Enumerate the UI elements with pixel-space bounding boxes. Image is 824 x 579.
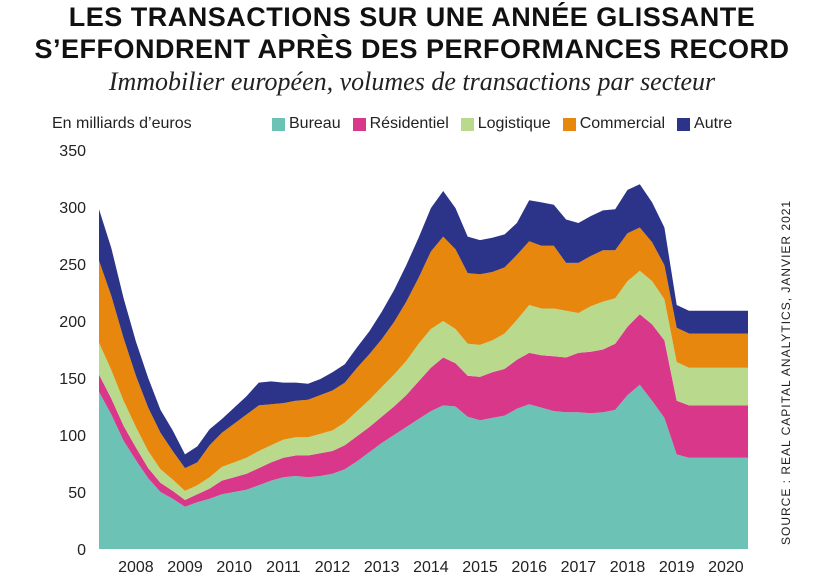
legend-label-residentiel: Résidentiel bbox=[369, 115, 449, 132]
legend-swatch-residentiel bbox=[352, 117, 366, 131]
legend-item-autre: Autre bbox=[677, 115, 732, 133]
legend-label-autre: Autre bbox=[694, 115, 733, 132]
legend-swatch-commercial bbox=[562, 117, 576, 131]
x-tick-label: 2008 bbox=[118, 559, 154, 576]
chart-subtitle: Immobilier européen, volumes de transact… bbox=[108, 67, 716, 96]
legend-item-residentiel: Résidentiel bbox=[352, 115, 449, 133]
x-tick-label: 2009 bbox=[167, 559, 203, 576]
x-tick-label: 2015 bbox=[462, 559, 498, 576]
y-axis-ticks: 0 50 100 150 200 250 300 350 bbox=[59, 143, 86, 559]
y-tick-label: 0 bbox=[77, 542, 86, 559]
x-tick-label: 2012 bbox=[315, 559, 351, 576]
y-axis-unit-label: En milliards d’euros bbox=[52, 115, 192, 132]
y-tick-label: 50 bbox=[68, 485, 86, 502]
legend-label-bureau: Bureau bbox=[289, 115, 341, 132]
legend-item-bureau: Bureau bbox=[272, 115, 341, 133]
x-tick-label: 2017 bbox=[561, 559, 597, 576]
legend-swatch-logistique bbox=[460, 117, 474, 131]
legend-swatch-bureau bbox=[272, 117, 285, 131]
x-tick-label: 2020 bbox=[708, 559, 744, 576]
x-tick-label: 2013 bbox=[364, 559, 400, 576]
x-tick-label: 2016 bbox=[511, 559, 547, 576]
legend-label-commercial: Commercial bbox=[579, 115, 666, 132]
title-line-2: S’EFFONDRENT APRÈS DES PERFORMANCES RECO… bbox=[34, 34, 790, 64]
x-axis-ticks: 2008 2009 2010 2011 2012 2013 2014 2015 2016 2017… bbox=[118, 559, 744, 576]
area-series-commercial bbox=[99, 227, 748, 491]
area-series-logistique bbox=[99, 270, 748, 500]
y-tick-label: 350 bbox=[59, 143, 86, 160]
x-tick-label: 2011 bbox=[266, 559, 301, 576]
y-tick-label: 200 bbox=[59, 314, 86, 331]
area-layers bbox=[99, 184, 748, 549]
legend-item-logistique: Logistique bbox=[460, 115, 551, 133]
area-series-residentiel bbox=[99, 314, 748, 507]
area-series-autre bbox=[99, 184, 748, 469]
y-tick-label: 250 bbox=[59, 257, 86, 274]
y-tick-label: 300 bbox=[59, 200, 86, 217]
area-series-bureau bbox=[99, 384, 748, 549]
x-tick-label: 2019 bbox=[659, 559, 695, 576]
title-line-1: LES TRANSACTIONS SUR UNE ANNÉE GLISSANTE bbox=[68, 2, 756, 32]
source-note: SOURCE : REAL CAPITAL ANALYTICS, JANVIER… bbox=[779, 199, 793, 545]
y-tick-label: 100 bbox=[59, 428, 86, 445]
legend-label-logistique: Logistique bbox=[477, 115, 551, 132]
x-tick-label: 2018 bbox=[610, 559, 646, 576]
x-tick-label: 2010 bbox=[216, 559, 252, 576]
legend-swatch-autre bbox=[677, 117, 691, 131]
legend-item-commercial: Commercial bbox=[562, 115, 666, 133]
y-tick-label: 150 bbox=[59, 371, 86, 388]
x-tick-label: 2014 bbox=[413, 559, 449, 576]
legend: Bureau Résidentiel Logistique Commercial… bbox=[272, 115, 732, 133]
